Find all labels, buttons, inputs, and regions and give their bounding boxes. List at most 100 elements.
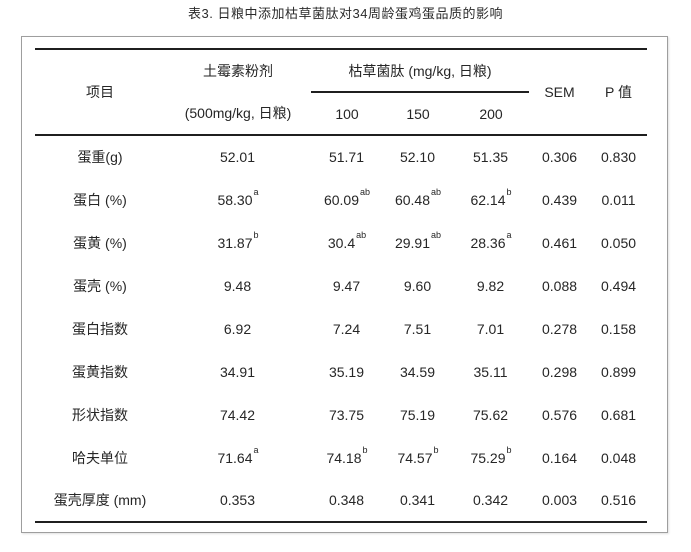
table-row-egg-weight: 蛋重(g) 52.01 51.71 52.10 51.35 0.306 0.83…: [35, 134, 648, 178]
value: 52.10: [399, 149, 436, 165]
significance-superscript: b: [253, 229, 259, 240]
value: 0.353: [219, 492, 256, 508]
row-label: 蛋白指数: [72, 320, 128, 337]
value: 74.42: [219, 406, 256, 423]
value: 7.51: [403, 320, 432, 337]
value: 52.01: [219, 149, 256, 165]
row-label: 蛋白 (%): [73, 191, 127, 208]
sem-cell: 0.164: [541, 449, 578, 466]
value-cell: 75.29b: [453, 436, 529, 479]
control-group-dose: (500mg/kg, 日粮): [184, 105, 292, 121]
value-cell: 62.14b: [453, 178, 529, 221]
p-cell: 0.158: [600, 320, 637, 337]
p-cell: 0.830: [590, 134, 648, 178]
value-cell: 35.11: [453, 350, 529, 393]
significance-superscript: a: [506, 229, 512, 240]
header-row-2: 100 150 200: [35, 92, 647, 135]
value: 6.92: [223, 320, 252, 337]
value: 58.30: [217, 191, 253, 208]
value-cell: 34.59: [383, 350, 453, 393]
value: 30.4: [327, 234, 356, 251]
p-cell: 0.516: [600, 492, 637, 508]
value-cell: 7.01: [453, 307, 529, 350]
significance-superscript: a: [253, 444, 259, 455]
value-cell: 34.91: [165, 350, 311, 393]
table-row-albumen-index: 蛋白指数 6.92 7.24 7.51 7.01 0.278 0.158: [35, 307, 647, 350]
value-cell: 35.19: [311, 350, 383, 393]
value-cell: 0.353: [165, 479, 311, 522]
header-dose-200: 200: [479, 105, 503, 122]
value-cell: 58.30a: [165, 178, 311, 221]
table-header: 项目 土霉素粉剂 (500mg/kg, 日粮) 枯草菌肽 (mg/kg, 日粮)…: [35, 49, 647, 135]
significance-superscript: ab: [360, 186, 371, 197]
header-item: 项目: [86, 84, 114, 100]
sem-cell: 0.003: [541, 492, 578, 508]
value-cell: 9.48: [165, 264, 311, 307]
header-sem: SEM: [544, 84, 575, 100]
value-cell: 75.19: [383, 393, 453, 436]
value-cell: 31.87b: [165, 221, 311, 264]
value-cell: 0.342: [453, 479, 529, 522]
value: 71.64: [217, 449, 253, 466]
p-cell: 0.048: [600, 449, 637, 466]
value-cell: 7.24: [311, 307, 383, 350]
value-cell: 30.4ab: [311, 221, 383, 264]
value-cell: 51.71: [311, 134, 383, 178]
header-control-group: 土霉素粉剂 (500mg/kg, 日粮): [165, 49, 311, 135]
value-cell: 52.01: [165, 134, 311, 178]
header-dose-100: 100: [335, 105, 359, 122]
row-label: 蛋重(g): [35, 134, 165, 178]
value-cell: 6.92: [165, 307, 311, 350]
value-cell: 60.48ab: [383, 178, 453, 221]
header-row-1: 项目 土霉素粉剂 (500mg/kg, 日粮) 枯草菌肽 (mg/kg, 日粮)…: [35, 49, 647, 121]
value: 0.348: [328, 492, 365, 508]
value-cell: 60.09ab: [311, 178, 383, 221]
sem-cell: 0.461: [541, 234, 578, 251]
value: 9.47: [332, 277, 361, 294]
value: 75.29: [470, 449, 506, 466]
significance-superscript: a: [253, 186, 259, 197]
value: 9.60: [403, 277, 432, 294]
value-cell: 28.36a: [453, 221, 529, 264]
p-cell: 0.050: [600, 234, 637, 251]
value: 7.01: [476, 320, 505, 337]
value: 34.91: [219, 363, 256, 380]
value-cell: 0.341: [383, 479, 453, 522]
value-cell: 9.60: [383, 264, 453, 307]
control-group-name: 土霉素粉剂: [203, 63, 273, 79]
row-label: 蛋壳厚度 (mm): [53, 492, 147, 508]
value-cell: 52.10: [383, 134, 453, 178]
sem-cell: 0.278: [541, 320, 578, 337]
value-cell: 71.64a: [165, 436, 311, 479]
value-cell: 9.82: [453, 264, 529, 307]
significance-superscript: b: [362, 444, 368, 455]
header-dose-150: 150: [406, 105, 430, 122]
sem-cell: 0.298: [541, 363, 578, 380]
significance-superscript: ab: [431, 229, 442, 240]
header-treatment-group: 枯草菌肽 (mg/kg, 日粮): [311, 49, 530, 93]
table-row-yolk-pct: 蛋黄 (%) 31.87b 30.4ab 29.91ab 28.36a 0.46…: [35, 221, 647, 264]
row-label: 蛋黄指数: [72, 363, 128, 380]
egg-quality-table: 项目 土霉素粉剂 (500mg/kg, 日粮) 枯草菌肽 (mg/kg, 日粮)…: [35, 48, 648, 523]
value: 29.91: [394, 234, 431, 251]
table-body: 蛋重(g) 52.01 51.71 52.10 51.35 0.306 0.83…: [35, 134, 648, 522]
value-cell: 9.47: [311, 264, 383, 307]
value-cell: 29.91ab: [383, 221, 453, 264]
row-label: 哈夫单位: [72, 449, 128, 466]
sem-cell: 0.576: [541, 406, 578, 423]
row-label: 形状指数: [72, 406, 128, 423]
sem-cell: 0.306: [529, 134, 591, 178]
sem-cell: 0.439: [541, 191, 578, 208]
table-row-shape-index: 形状指数 74.42 73.75 75.19 75.62 0.576 0.681: [35, 393, 647, 436]
value-cell: 7.51: [383, 307, 453, 350]
value: 7.24: [332, 320, 361, 337]
p-cell: 0.681: [600, 406, 637, 423]
p-cell: 0.494: [600, 277, 637, 294]
value: 9.48: [223, 277, 252, 294]
value: 35.19: [328, 363, 365, 380]
table-caption: 表3. 日粮中添加枯草菌肽对34周龄蛋鸡蛋品质的影响: [188, 6, 503, 21]
significance-superscript: ab: [431, 186, 442, 197]
value-cell: 74.18b: [311, 436, 383, 479]
value: 0.341: [399, 492, 436, 508]
